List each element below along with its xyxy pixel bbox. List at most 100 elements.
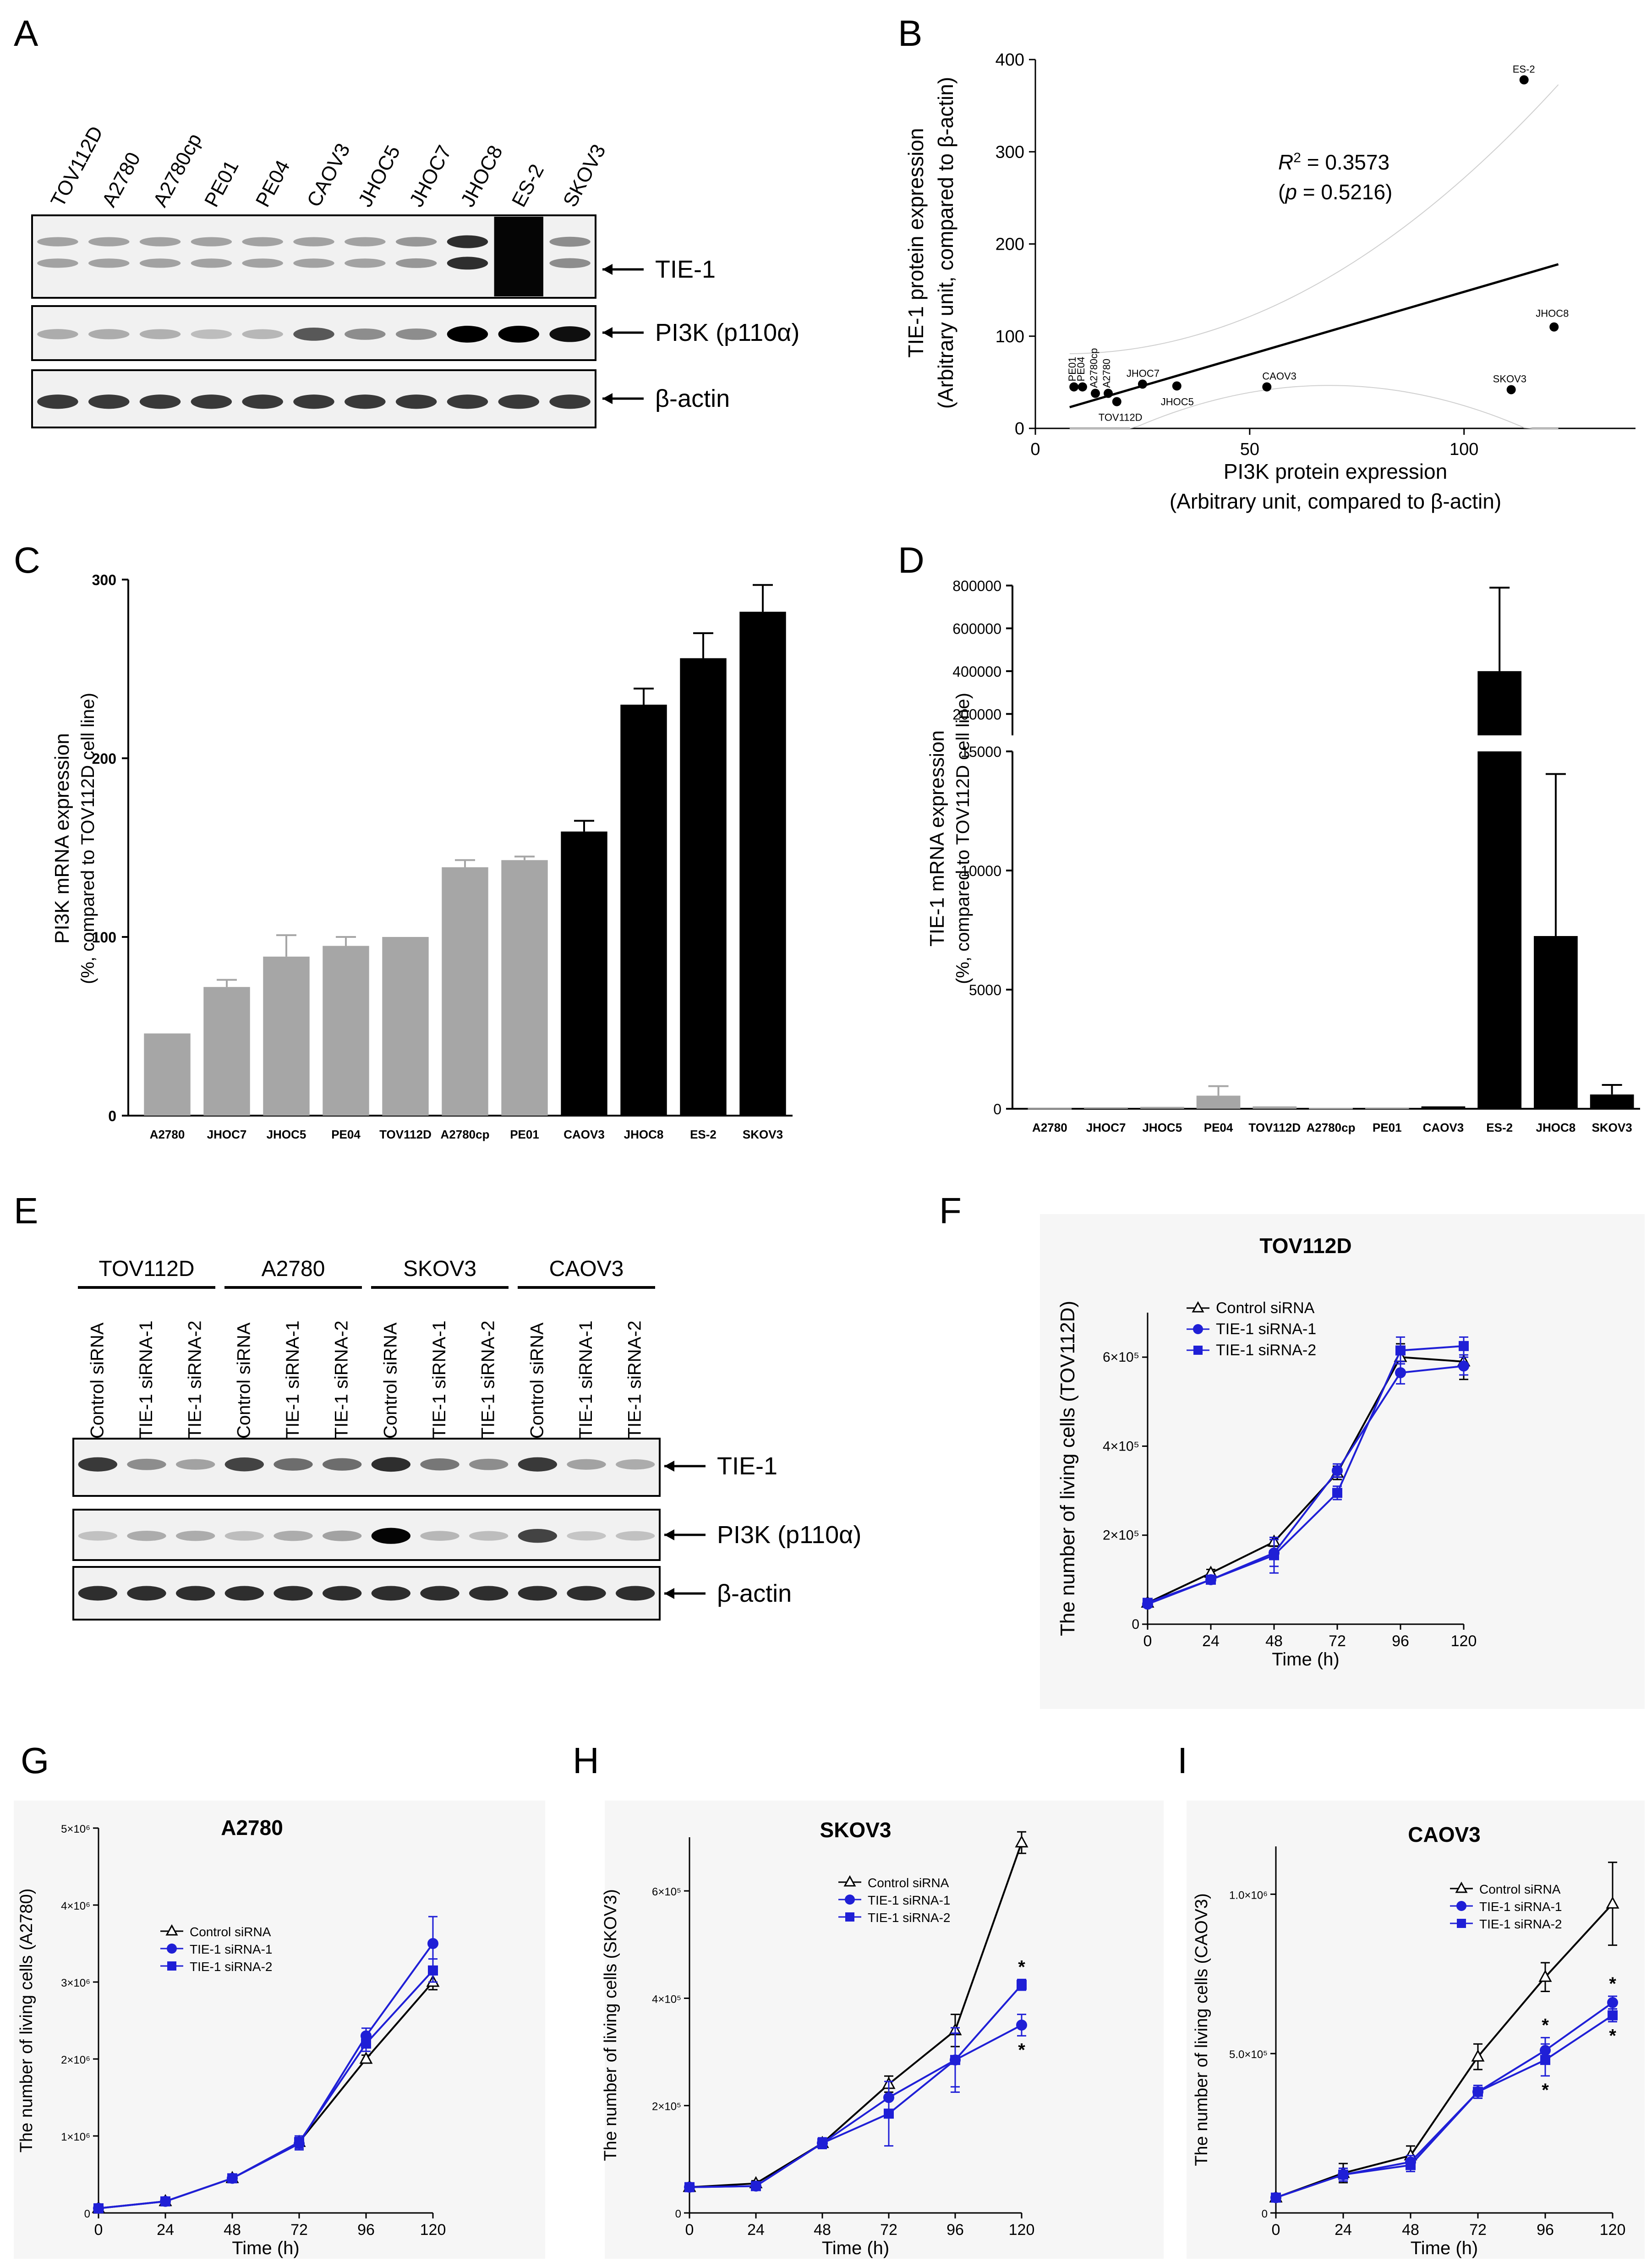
- blot-a-actin-band: [498, 394, 539, 409]
- f-x-tick-label: 72: [1329, 1632, 1346, 1650]
- h-x-tick-label: 72: [880, 2221, 897, 2239]
- d-x-tick-label-SKOV3: SKOV3: [1592, 1121, 1632, 1134]
- panel-e-western-blot: TOV112D A2780 SKOV3 CAOV3 Control siRNA TIE-1…: [72, 1257, 861, 1621]
- h-y-tick-label: 2×10⁵: [652, 2101, 681, 2113]
- blot-a-actin-band: [549, 394, 591, 409]
- i-marker-sirna2: [1608, 2010, 1618, 2021]
- f-legend-marker: [1193, 1324, 1203, 1334]
- d-x-tick-label-JHOC8: JHOC8: [1536, 1121, 1576, 1134]
- f-y-label: The number of living cells (TOV112D): [1056, 1301, 1079, 1636]
- d-x-tick-label-JHOC5: JHOC5: [1142, 1121, 1182, 1134]
- arrow-a-actin-label: β-actin: [655, 385, 730, 412]
- g-series-line-2: [98, 1970, 434, 2209]
- i-y-label: The number of living cells (CAOV3): [1192, 1893, 1211, 2166]
- i-marker-sirna2: [1473, 2086, 1483, 2097]
- h-legend-label-0: Control siRNA: [868, 1876, 949, 1890]
- g-y-tick-label: 5×10⁶: [61, 1823, 90, 1835]
- c-x-tick-label-PE01: PE01: [510, 1128, 539, 1141]
- h-plot-background: [605, 1801, 1164, 2259]
- f-x-tick-label: 48: [1265, 1632, 1283, 1650]
- d-bar-SKOV3: [1590, 1094, 1634, 1109]
- d-bar-JHOC5: [1140, 1106, 1184, 1109]
- h-marker-sirna2: [884, 2108, 894, 2119]
- g-marker-sirna2: [294, 2137, 304, 2147]
- i-significance-star: *: [1542, 2015, 1549, 2035]
- c-x-tick-label-JHOC7: JHOC7: [207, 1128, 247, 1141]
- h-series-line-2: [689, 1984, 1023, 2188]
- i-series-line-2: [1275, 2015, 1614, 2199]
- b-point-label-ES-2: ES-2: [1513, 63, 1535, 75]
- b-point-label-JHOC7: JHOC7: [1127, 367, 1160, 379]
- arrow-a-actin-arrow-head: [602, 393, 613, 404]
- i-x-tick-label: 48: [1402, 2221, 1419, 2239]
- blot-a-actin-band: [37, 394, 78, 409]
- blot-e-pi3k-frame: [72, 1509, 661, 1561]
- d-x-tick-label-JHOC7: JHOC7: [1086, 1121, 1126, 1134]
- blot-a-actin-band: [345, 394, 386, 409]
- g-x-label: Time (h): [232, 2238, 299, 2258]
- panel-letter-b: B: [898, 13, 922, 54]
- i-marker-sirna2: [1271, 2192, 1281, 2203]
- blot-a-tie1-band: [37, 258, 78, 268]
- blot-e-tie1-band: [420, 1458, 459, 1471]
- b-point-label-CAOV3: CAOV3: [1262, 370, 1296, 382]
- blot-a-tie1-band: [447, 235, 488, 248]
- f-legend-label-0: Control siRNA: [1216, 1299, 1315, 1317]
- panel-letter-h: H: [573, 1740, 599, 1781]
- lane-label-CAOV3: CAOV3: [303, 140, 355, 211]
- c-x-tick-label-JHOC8: JHOC8: [624, 1128, 664, 1141]
- h-y-label: The number of living cells (SKOV3): [601, 1889, 620, 2161]
- blot-a-pi3k-band: [345, 328, 386, 340]
- g-y-label: The number of living cells (A2780): [17, 1889, 36, 2153]
- blot-a-actin-band: [88, 394, 130, 409]
- blot-a-pi3k-band: [139, 329, 181, 340]
- d-bar-PE01: [1365, 1107, 1409, 1109]
- b-point-JHOC8: [1549, 322, 1559, 332]
- b-regression-line: [1069, 263, 1559, 409]
- d-bar-JHOC8: [1534, 936, 1578, 1109]
- h-x-tick-label: 48: [814, 2221, 831, 2239]
- d-y-tick-label-upper: 400000: [952, 663, 1001, 680]
- lane-label-PE04: PE04: [252, 157, 295, 211]
- blot-a-actin-band: [293, 394, 334, 409]
- f-marker-sirna1: [1395, 1367, 1406, 1379]
- h-y-tick-label: 4×10⁵: [652, 1993, 681, 2005]
- blot-e-actin-band: [371, 1586, 410, 1601]
- d-y-tick-label: 5000: [969, 982, 1001, 998]
- i-x-tick-label: 0: [1272, 2221, 1280, 2239]
- blot-a-tie1-band: [395, 237, 437, 247]
- arrow-e-tie1-label: TIE-1: [717, 1452, 777, 1480]
- d-bar-CAOV3: [1421, 1106, 1466, 1109]
- blot-a-tie1-band: [139, 258, 181, 268]
- blot-e-pi3k-band: [274, 1531, 313, 1541]
- h-marker-sirna2: [950, 2055, 960, 2065]
- panel-d-bar-chart: 0 5000 10000 15000 200000 400000 600000 800000 A…: [926, 578, 1640, 1134]
- arrow-e-pi3k-arrow-head: [664, 1529, 674, 1540]
- panel-c-bar-chart: 0 100 200 300 A2780 JHOC7 JHOC5 PE04 TOV112D A278…: [51, 572, 793, 1141]
- c-bar-SKOV3: [739, 612, 786, 1116]
- c-y-tick-label: 200: [92, 750, 116, 767]
- h-significance-star: *: [1018, 2040, 1025, 2060]
- f-x-tick-label: 120: [1451, 1632, 1477, 1650]
- blot-a-tie1-band: [242, 258, 283, 268]
- b-y-tick-label: 100: [996, 327, 1024, 346]
- h-marker-sirna2: [751, 2181, 761, 2191]
- blot-a-pi3k-band: [447, 325, 488, 343]
- f-marker-sirna2: [1143, 1598, 1153, 1608]
- f-marker-sirna1: [1458, 1360, 1469, 1372]
- i-significance-star: *: [1609, 2026, 1616, 2046]
- g-x-tick-label: 120: [420, 2221, 446, 2239]
- blot-e-actin-band: [224, 1586, 264, 1601]
- f-y-tick-label: 0: [1132, 1617, 1139, 1632]
- b-point-label-A2780: A2780: [1101, 359, 1112, 388]
- b-point-CAOV3: [1262, 382, 1272, 392]
- b-y-label: TIE-1 protein expression: [904, 128, 928, 357]
- f-y-tick-label: 2×10⁵: [1103, 1528, 1139, 1543]
- i-marker-control: [1471, 2049, 1485, 2062]
- c-bar-JHOC7: [203, 987, 250, 1116]
- g-legend-marker: [167, 1944, 177, 1954]
- c-y-label: PI3K mRNA expression: [51, 733, 73, 944]
- g-y-tick-label: 3×10⁶: [61, 1977, 90, 1989]
- i-x-tick-label: 24: [1335, 2221, 1352, 2239]
- blot-e-pi3k-band: [176, 1531, 215, 1541]
